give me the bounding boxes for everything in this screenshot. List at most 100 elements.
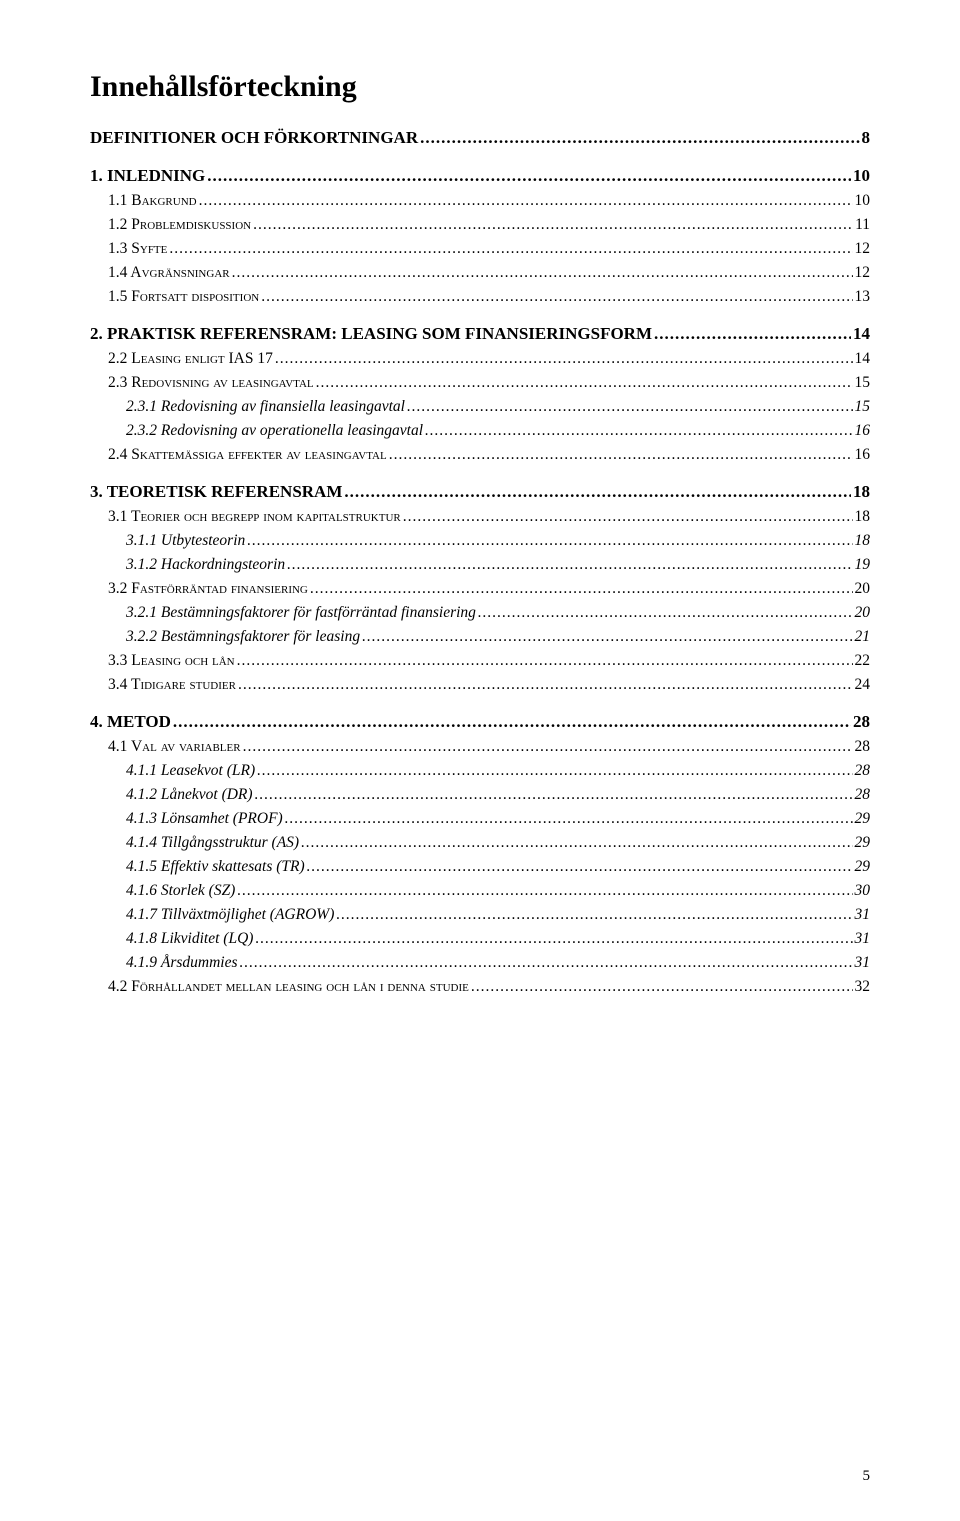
page-title: Innehållsförteckning	[90, 70, 870, 104]
toc-entry-page: 28	[853, 712, 870, 732]
toc-entry-page: 15	[855, 374, 871, 392]
toc-entry[interactable]: 3.1 Teorier och begrepp inom kapitalstru…	[90, 508, 870, 526]
toc-dot-leader	[344, 482, 851, 502]
toc-entry-page: 14	[855, 350, 871, 368]
toc-entry-page: 28	[855, 762, 871, 780]
toc-dot-leader	[471, 978, 853, 996]
toc-entry[interactable]: 4.1.2 Lånekvot (DR)28	[90, 786, 870, 804]
toc-dot-leader	[287, 556, 852, 574]
toc-entry-label: 2.3.2 Redovisning av operationella leasi…	[126, 422, 423, 440]
toc-entry[interactable]: 3.1.1 Utbytesteorin18	[90, 532, 870, 550]
toc-entry[interactable]: 4. METOD 28	[90, 712, 870, 732]
toc-entry[interactable]: 4.1.8 Likviditet (LQ)31	[90, 930, 870, 948]
toc-dot-leader	[207, 166, 851, 186]
toc-entry-label: 1.1 Bakgrund	[108, 192, 197, 210]
toc-entry[interactable]: 1.2 Problemdiskussion 11	[90, 216, 870, 234]
toc-entry-label: 3.3 Leasing och lån	[108, 652, 235, 670]
toc-entry[interactable]: 3.1.2 Hackordningsteorin19	[90, 556, 870, 574]
toc-entry[interactable]: 1.3 Syfte12	[90, 240, 870, 258]
toc-dot-leader	[389, 446, 853, 464]
toc-dot-leader	[307, 858, 853, 876]
toc-dot-leader	[362, 628, 852, 646]
toc-entry-page: 10	[853, 166, 870, 186]
toc-entry[interactable]: 3.4 Tidigare studier24	[90, 676, 870, 694]
toc-entry[interactable]: 1.4 Avgränsningar12	[90, 264, 870, 282]
toc-entry[interactable]: 1.1 Bakgrund 10	[90, 192, 870, 210]
toc-dot-leader	[199, 192, 853, 210]
toc-entry[interactable]: 3.2.1 Bestämningsfaktorer för fastförrän…	[90, 604, 870, 622]
toc-entry-label: 4.1.5 Effektiv skattesats (TR)	[126, 858, 305, 876]
toc-dot-leader	[425, 422, 852, 440]
toc-entry-page: 30	[855, 882, 871, 900]
toc-entry-label: 4.1.3 Lönsamhet (PROF)	[126, 810, 283, 828]
toc-entry-label: 3.1.1 Utbytesteorin	[126, 532, 245, 550]
toc-dot-leader	[478, 604, 853, 622]
toc-entry[interactable]: 1. INLEDNING 10	[90, 166, 870, 186]
toc-entry-label: 4.1.4 Tillgångsstruktur (AS)	[126, 834, 299, 852]
toc-entry-label: 3.2.2 Bestämningsfaktorer för leasing	[126, 628, 360, 646]
toc-entry-label: 3.4 Tidigare studier	[108, 676, 236, 694]
toc-entry-label: 3. TEORETISK REFERENSRAM	[90, 482, 342, 502]
toc-dot-leader	[261, 288, 852, 306]
toc-entry-page: 15	[855, 398, 871, 416]
toc-entry-label: 2.2 Leasing enligt IAS 17	[108, 350, 273, 368]
toc-dot-leader	[403, 508, 853, 526]
toc-entry-page: 31	[855, 906, 871, 924]
toc-entry-page: 10	[855, 192, 871, 210]
toc-dot-leader	[316, 374, 853, 392]
toc-entry[interactable]: 2.3.1 Redovisning av finansiella leasing…	[90, 398, 870, 416]
toc-entry[interactable]: 4.1.3 Lönsamhet (PROF)29	[90, 810, 870, 828]
document-page: Innehållsförteckning DEFINITIONER OCH FÖ…	[0, 0, 960, 1521]
toc-entry[interactable]: 2.4 Skattemässiga effekter av leasingavt…	[90, 446, 870, 464]
toc-entry-label: 3.2.1 Bestämningsfaktorer för fastförrän…	[126, 604, 476, 622]
toc-entry[interactable]: 2.3.2 Redovisning av operationella leasi…	[90, 422, 870, 440]
toc-entry[interactable]: 3.2 Fastförräntad finansiering 20	[90, 580, 870, 598]
toc-entry[interactable]: 1.5 Fortsatt disposition13	[90, 288, 870, 306]
toc-dot-leader	[654, 324, 851, 344]
toc-entry-label: 3.1 Teorier och begrepp inom kapitalstru…	[108, 508, 401, 526]
toc-entry-page: 22	[855, 652, 871, 670]
toc-entry[interactable]: 4.1 Val av variabler28	[90, 738, 870, 756]
toc-dot-leader	[247, 532, 852, 550]
toc-entry-label: 4.1.6 Storlek (SZ)	[126, 882, 235, 900]
toc-entry-label: 4. METOD	[90, 712, 171, 732]
toc-dot-leader	[285, 810, 853, 828]
toc-entry-label: 1.2 Problemdiskussion	[108, 216, 251, 234]
toc-entry-label: DEFINITIONER OCH FÖRKORTNINGAR	[90, 128, 418, 148]
toc-entry[interactable]: 2.3 Redovisning av leasingavtal 15	[90, 374, 870, 392]
toc-entry-page: 21	[855, 628, 871, 646]
toc-entry[interactable]: DEFINITIONER OCH FÖRKORTNINGAR8	[90, 128, 870, 148]
toc-entry[interactable]: 3. TEORETISK REFERENSRAM 18	[90, 482, 870, 502]
toc-entry-label: 4.1.1 Leasekvot (LR)	[126, 762, 255, 780]
toc-entry-page: 20	[855, 580, 871, 598]
toc-dot-leader	[173, 712, 851, 732]
toc-entry[interactable]: 4.2 Förhållandet mellan leasing och lån …	[90, 978, 870, 996]
toc-dot-leader	[169, 240, 852, 258]
toc-entry[interactable]: 2. PRAKTISK REFERENSRAM: LEASING SOM FIN…	[90, 324, 870, 344]
toc-entry-page: 11	[855, 216, 870, 234]
toc-entry[interactable]: 4.1.9 Årsdummies 31	[90, 954, 870, 972]
toc-entry[interactable]: 4.1.4 Tillgångsstruktur (AS)29	[90, 834, 870, 852]
toc-entry-label: 4.1.9 Årsdummies	[126, 954, 238, 972]
toc-entry-label: 2.3 Redovisning av leasingavtal	[108, 374, 314, 392]
toc-entry-label: 1.5 Fortsatt disposition	[108, 288, 259, 306]
toc-entry-label: 1. INLEDNING	[90, 166, 205, 186]
toc-entry-label: 2.4 Skattemässiga effekter av leasingavt…	[108, 446, 387, 464]
toc-dot-leader	[240, 954, 853, 972]
toc-entry-label: 2. PRAKTISK REFERENSRAM: LEASING SOM FIN…	[90, 324, 652, 344]
toc-dot-leader	[275, 350, 853, 368]
toc-entry[interactable]: 4.1.7 Tillväxtmöjlighet (AGROW)31	[90, 906, 870, 924]
toc-entry[interactable]: 3.2.2 Bestämningsfaktorer för leasing 21	[90, 628, 870, 646]
toc-entry[interactable]: 4.1.5 Effektiv skattesats (TR)29	[90, 858, 870, 876]
toc-entry[interactable]: 3.3 Leasing och lån 22	[90, 652, 870, 670]
toc-entry[interactable]: 4.1.1 Leasekvot (LR) 28	[90, 762, 870, 780]
toc-entry[interactable]: 2.2 Leasing enligt IAS 17 14	[90, 350, 870, 368]
toc-entry[interactable]: 4.1.6 Storlek (SZ) 30	[90, 882, 870, 900]
toc-entry-page: 18	[853, 482, 870, 502]
toc-entry-label: 3.2 Fastförräntad finansiering	[108, 580, 308, 598]
toc-entry-page: 12	[855, 264, 871, 282]
toc-entry-label: 4.2 Förhållandet mellan leasing och lån …	[108, 978, 469, 996]
toc-dot-leader	[336, 906, 852, 924]
toc-entry-page: 28	[855, 786, 871, 804]
toc-entry-page: 31	[855, 954, 871, 972]
